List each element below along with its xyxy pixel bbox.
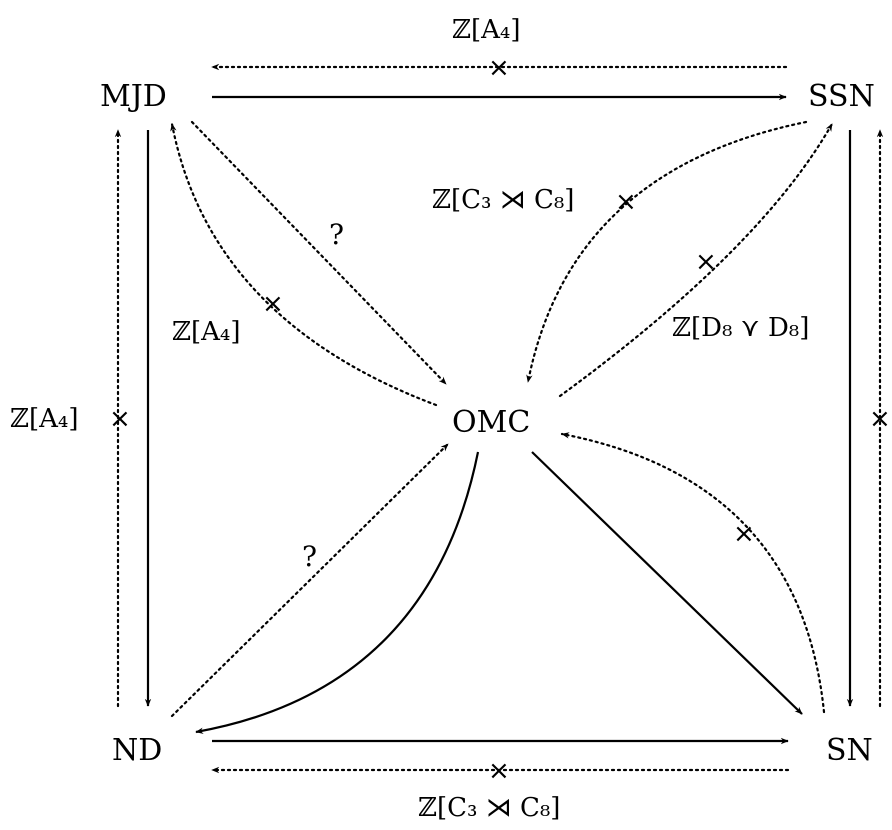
label-mjd-omc: ℤ[A₄] [172,317,240,347]
arrow-mjd-omc-dotted [190,120,448,386]
cross-sn-omc: × [733,519,755,549]
arrow-omc-sn [531,451,803,715]
node-ssn: SSN [808,79,875,114]
label-top: ℤ[A₄] [452,15,520,45]
arrow-omc-nd-curve [195,451,480,734]
label-left: ℤ[A₄] [10,404,78,434]
node-sn: SN [826,733,873,768]
node-nd: ND [112,733,162,768]
node-omc: OMC [452,405,530,440]
cross-left: × [109,404,131,434]
cross-mjd-omc: × [262,289,284,319]
cross-top: × [488,53,510,83]
label-ssn-omc-upper: ℤ[C₃ ⋊ C₈] [432,185,574,215]
node-mjd: MJD [100,79,167,114]
label-bottom: ℤ[C₃ ⋊ C₈] [418,793,560,823]
cross-ssn-omc-lower: × [695,247,717,277]
arrow-omc-ssn-dotted-lower [558,122,834,398]
cross-bottom: × [488,756,510,786]
arrow-sn-omc-dotted-curve [560,432,826,714]
label-ssn-omc-lower: ℤ[D₈ ⋎ D₈] [672,313,809,343]
arrow-nd-omc-dotted [170,442,450,718]
cross-ssn-omc-upper: × [615,187,637,217]
question-mjd-omc: ? [329,218,344,251]
arrow-omc-mjd-dotted-curve [170,122,438,407]
question-nd-omc: ? [302,540,317,573]
arrow-ssn-omc-dotted-upper [526,120,808,384]
cross-right: × [869,404,891,434]
